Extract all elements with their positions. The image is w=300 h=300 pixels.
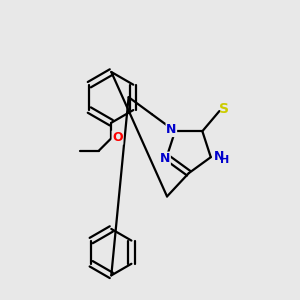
Text: N: N bbox=[214, 150, 224, 163]
Text: O: O bbox=[112, 131, 123, 144]
Text: H: H bbox=[220, 155, 229, 165]
Text: S: S bbox=[219, 102, 229, 116]
Text: N: N bbox=[166, 124, 176, 136]
Text: N: N bbox=[160, 152, 170, 165]
